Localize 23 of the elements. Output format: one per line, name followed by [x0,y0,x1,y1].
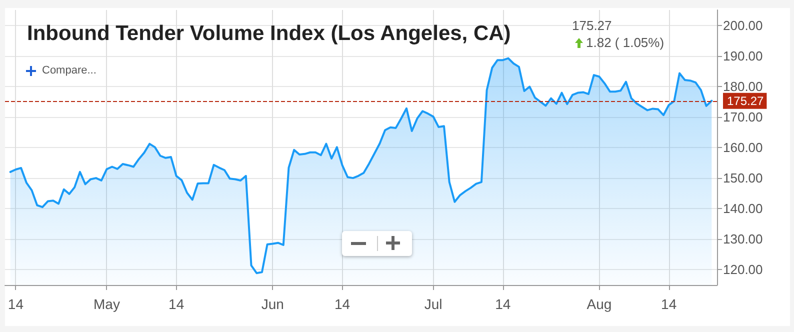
x-tick-label: May [93,296,120,312]
y-tick-label: 170.00 [723,109,763,124]
x-tick-label: 14 [168,296,184,312]
y-tick-label: 130.00 [723,232,763,247]
y-tick-label: 140.00 [723,201,763,216]
x-tick-label: 14 [334,296,350,312]
x-tick-label: 14 [495,296,511,312]
x-tick-label: Jul [424,296,442,312]
x-tick-label: 14 [8,296,24,312]
annotation: 175.27 [572,18,612,33]
annotation: Compare... [42,64,96,76]
y-tick-label: 150.00 [723,170,763,186]
y-tick-label: 200.00 [723,18,763,33]
x-tick-label: 14 [661,296,677,312]
ref-line-label: 175.27 [727,94,764,108]
x-tick-label: Jun [261,296,284,312]
x-tick-label: Aug [586,296,612,312]
y-tick-label: 160.00 [723,140,763,155]
text: Inbound Tender Volume Index (Los Angeles, CA) [27,22,511,45]
y-tick-label: 180.00 [723,78,763,94]
annotation: 1.82 ( 1.05%) [586,35,664,50]
y-tick-label: 120.00 [723,262,763,278]
y-tick-label: 190.00 [723,48,763,64]
